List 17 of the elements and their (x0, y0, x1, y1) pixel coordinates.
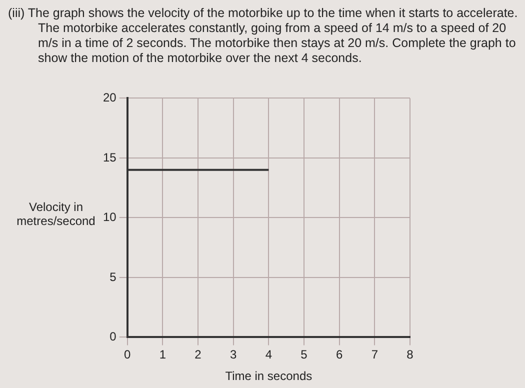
x-axis-title: Time in seconds (225, 369, 312, 384)
x-tick-label: 2 (194, 348, 202, 362)
x-tick-label: 0 (124, 348, 132, 362)
x-tick-label: 5 (300, 348, 308, 362)
y-axis-title: Velocity in metres/second (16, 200, 96, 228)
y-tick-label: 0 (110, 330, 117, 344)
chart-title: (iii) The graph shows the velocity of the motorbike up to the time when it starts to accelerate. The motorbike accelerates constantly, going from a speed of 14 m/s to a speed of 20 m/s in a time of 2 seconds. The motorbike then stays at 20 m/s. Complete the graph to show the motion of the motorbike over the next 4 seconds. (8, 6, 518, 66)
x-tick-label: 7 (371, 348, 378, 362)
x-tick-label: 4 (265, 348, 272, 362)
x-tick-label: 8 (406, 348, 414, 362)
x-tick-label: 3 (230, 348, 237, 362)
x-tick-label: 1 (159, 348, 166, 362)
x-tick-label: 6 (336, 348, 343, 362)
y-tick-label: 10 (102, 210, 117, 224)
y-tick-label: 20 (102, 90, 117, 105)
y-tick-label: 5 (110, 270, 117, 284)
y-tick-label: 15 (102, 150, 117, 164)
